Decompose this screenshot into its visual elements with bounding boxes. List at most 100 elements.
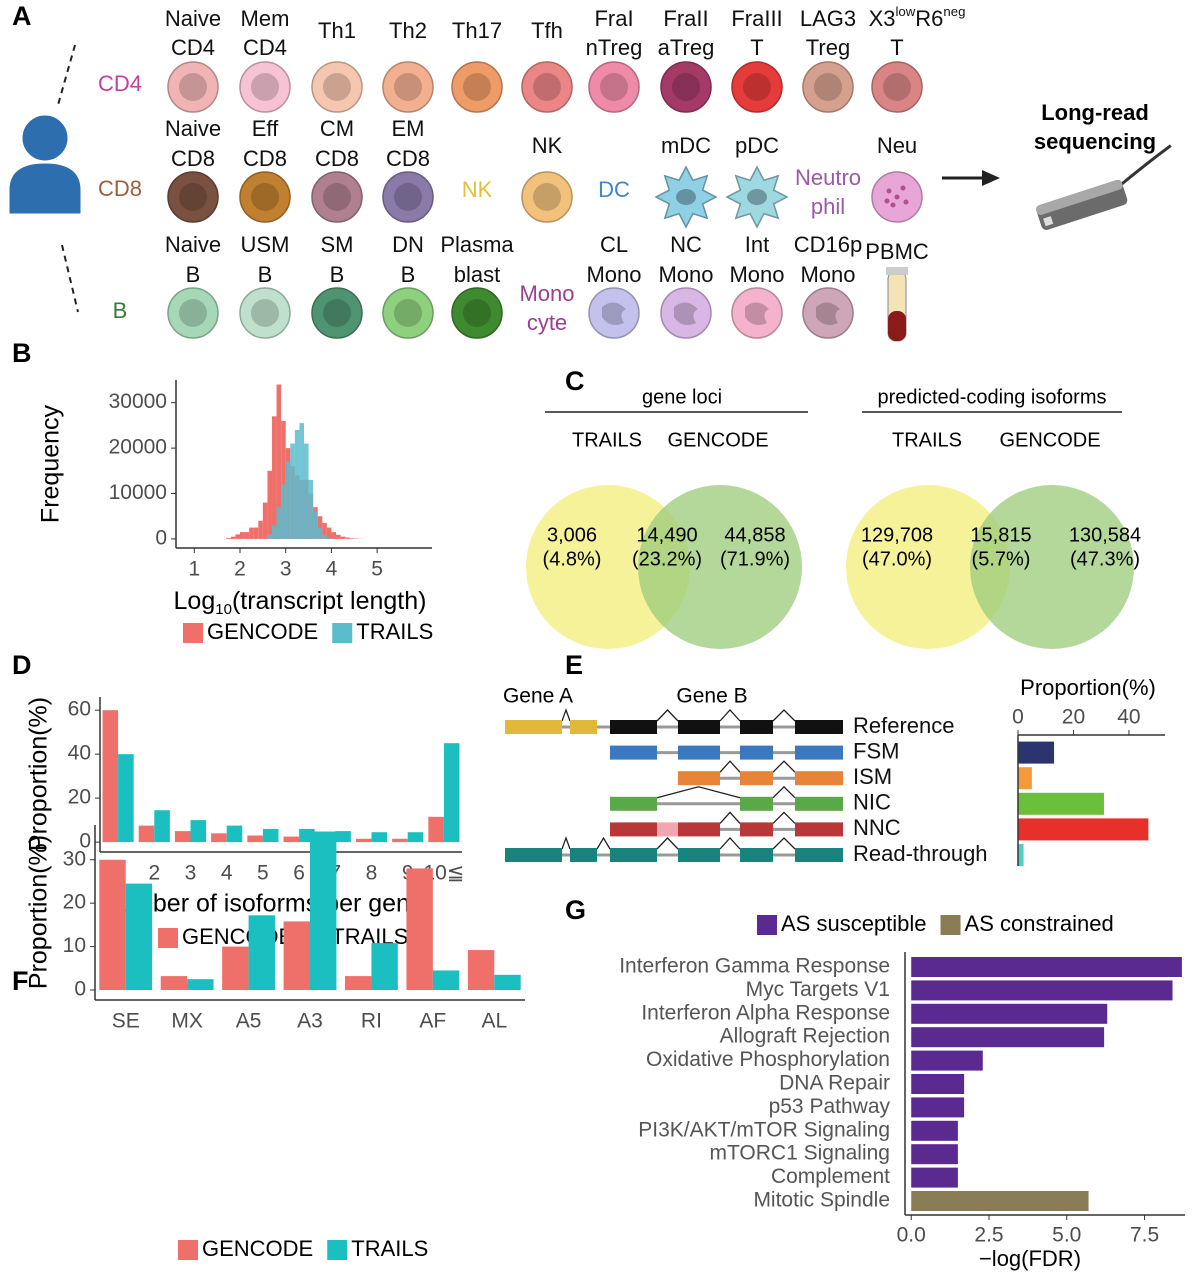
sequencer-device [1036,144,1172,230]
x-tick-label: 1 [188,558,200,581]
group-label: NK [462,177,493,202]
legend-swatch [327,1240,348,1260]
histogram-bar [253,527,259,539]
legend-label: GENCODE [207,619,318,644]
bar [911,1097,965,1118]
cell-granule [886,188,892,194]
bar [211,833,227,843]
exon [795,822,843,837]
exon [678,822,720,837]
cell-nucleus [533,73,561,101]
histogram-bar [226,538,231,539]
sequencing-arrow [942,170,1000,186]
exon [610,848,657,862]
exon [795,848,843,862]
text-part: neg [943,4,965,19]
bar [911,1074,965,1094]
venn-region-label: 14,490 [636,524,697,546]
bar [392,838,408,843]
cell-label: Neu [877,133,917,158]
x-tick-label: SE [112,1010,140,1033]
bar [174,831,191,843]
histogram-bar [276,507,282,539]
exon [678,745,720,760]
y-tick-label: DNA Repair [779,1072,890,1095]
splice-caret [772,709,796,722]
legend-swatch [178,1240,198,1260]
text-part: 10 [215,601,232,618]
splice-caret [719,709,741,722]
x-tick-label: 5 [257,862,269,885]
splice-caret [656,786,741,799]
cell-nucleus [600,73,628,101]
cell-label: Tfh [531,18,563,43]
cell-label: Naive [165,232,221,257]
histogram-bar [258,520,263,539]
cell-granule [903,199,909,205]
bar [911,1191,1089,1211]
venn-region-label: (71.9%) [720,548,790,570]
bar [911,1144,958,1165]
venn-region-label: 129,708 [861,524,933,546]
splice-caret [772,785,796,799]
y-axis-title: Proportion(%) [25,835,53,989]
y-tick-label: 40 [68,742,91,765]
legend-label: TRAILS [356,619,433,644]
cell-nucleus [533,183,561,211]
arrow-head [982,170,1000,186]
bar [247,835,263,843]
cell-label: CD8 [243,146,287,171]
histogram-bar [317,527,323,539]
histogram-bar [340,536,346,539]
x-tick-label: 3 [185,862,197,885]
gene-label: Gene B [676,685,747,708]
exon [795,771,843,786]
cell-label: Plasma [440,232,514,257]
group-label: Mono [519,281,574,306]
row-label: CD8 [98,176,142,201]
cell-nucleus [883,73,911,101]
cell-label: T [890,35,903,60]
exon [795,720,843,734]
splice-caret [772,811,796,824]
cell-nucleus [394,183,422,211]
cell-label: pDC [735,133,779,158]
cell-label: FraI [594,6,633,31]
venn-region-label: (23.2%) [632,548,702,570]
splice-caret [561,836,571,850]
cell-label: CD4 [243,35,287,60]
venn-circle [970,485,1134,649]
bar [335,831,351,843]
exon [678,848,720,862]
panel-label: D [12,650,32,680]
exon [678,720,720,734]
bar [1018,767,1032,790]
bar [432,970,460,991]
cell-nucleus [745,302,769,325]
y-tick-label: ISM [853,764,892,789]
y-tick-label: Myc Targets V1 [746,978,890,1001]
histogram-bar [281,484,286,539]
bar [1018,792,1104,815]
y-tick-label: 20000 [109,436,167,459]
cell-label: SM [321,232,354,257]
cell-label: B [258,262,273,287]
legend-label: AS susceptible [781,911,927,936]
y-tick-label: Mitotic Spindle [753,1189,890,1212]
venn-set-label: TRAILS [572,429,642,451]
cell-nucleus [676,189,696,205]
bar [262,828,279,843]
histogram-bar [272,525,277,539]
cell-nucleus [251,299,279,327]
cell-label: USM [241,232,290,257]
cell-label: X3lowR6neg [869,4,966,31]
histogram-bar [326,538,332,539]
cell-label: CD8 [171,146,215,171]
venn-set-label: GENCODE [999,429,1100,451]
cell-nucleus [463,73,491,101]
x-tick-label: 0.0 [897,1224,926,1247]
cell-label: NC [670,232,702,257]
venn-region-label: (47.3%) [1070,548,1140,570]
cell-nucleus [251,183,279,211]
venn-title: gene loci [642,386,722,408]
